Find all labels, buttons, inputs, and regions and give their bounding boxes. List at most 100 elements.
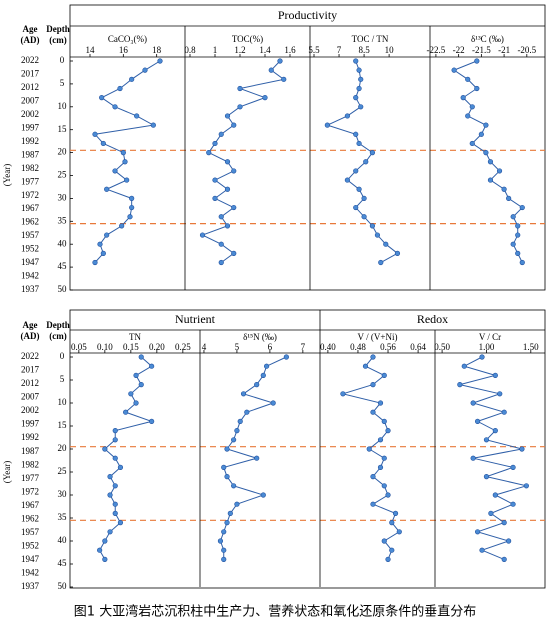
x-tick-label: 0.8 <box>184 45 196 55</box>
depth-tick-label: 50 <box>58 581 68 591</box>
data-point <box>377 464 384 471</box>
group-title: Productivity <box>278 8 337 22</box>
data-point <box>107 529 113 535</box>
depth-tick-label: 40 <box>58 238 68 248</box>
data-point <box>221 556 227 563</box>
data-point <box>104 232 110 238</box>
age-tick-label: 2007 <box>21 392 40 402</box>
data-point <box>224 519 230 526</box>
depth-tick-label: 20 <box>58 443 68 453</box>
data-point <box>212 195 218 201</box>
age-tick-label: 1992 <box>21 136 39 146</box>
data-point <box>254 455 260 461</box>
data-point <box>389 547 395 553</box>
data-point <box>224 446 230 452</box>
data-point <box>224 474 230 480</box>
age-tick-label: 1997 <box>21 419 40 429</box>
x-tick-label: 4 <box>202 342 207 352</box>
data-point <box>263 363 270 369</box>
data-point <box>344 177 350 183</box>
x-tick-label: 7 <box>337 45 342 55</box>
data-point <box>107 492 113 498</box>
data-point <box>501 556 507 563</box>
group-title: Nutrient <box>175 312 216 326</box>
data-point <box>127 214 133 220</box>
depth-tick-label: 35 <box>58 215 68 225</box>
data-point <box>506 195 512 201</box>
depth-tick-label: 25 <box>58 170 68 180</box>
x-tick-label: -20.5 <box>517 45 536 55</box>
data-point <box>199 232 206 238</box>
age-tick-label: 1937 <box>21 581 40 591</box>
depth-tick-label: 25 <box>58 466 68 476</box>
data-point <box>123 409 129 415</box>
data-point <box>353 131 359 137</box>
data-point <box>133 372 139 379</box>
age-tick-label: 1982 <box>21 163 39 173</box>
group-title: Redox <box>417 312 448 326</box>
data-point <box>506 538 512 544</box>
x-tick-label: 0.25 <box>175 342 191 352</box>
age-tick-label: 1987 <box>21 446 40 456</box>
age-tick-label: 1972 <box>21 486 39 496</box>
age-tick-label: 1967 <box>21 203 40 213</box>
data-point <box>483 437 490 443</box>
depth-tick-label: 15 <box>58 420 68 430</box>
x-tick-label: 1.2 <box>234 45 245 55</box>
x-tick-label: -21.5 <box>472 45 491 55</box>
x-tick-label: 0.20 <box>149 342 165 352</box>
data-point <box>231 437 237 443</box>
age-tick-label: 1977 <box>21 473 40 483</box>
data-point <box>112 168 118 174</box>
data-point <box>128 391 134 397</box>
data-point <box>231 250 237 256</box>
data-point <box>479 354 485 360</box>
depth-tick-label: 40 <box>58 535 68 545</box>
age-tick-label: 1952 <box>21 244 39 254</box>
age-tick-label: 2017 <box>21 69 40 79</box>
data-point <box>356 186 362 192</box>
age-unit: (AD) <box>21 35 40 45</box>
data-point <box>474 418 481 425</box>
x-tick-label: 0.10 <box>97 342 113 352</box>
data-point <box>451 67 457 73</box>
data-point <box>134 113 140 119</box>
data-point <box>120 150 126 156</box>
data-point <box>492 492 498 498</box>
data-point <box>212 140 218 147</box>
depth-tick-label: 45 <box>58 558 68 568</box>
data-point <box>389 519 395 526</box>
profile-line <box>341 356 401 560</box>
data-point <box>231 168 237 174</box>
data-point <box>218 131 224 137</box>
x-tick-label: 0.48 <box>350 342 366 352</box>
age-tick-label: 2012 <box>21 82 39 92</box>
data-point <box>469 140 475 147</box>
data-point <box>461 363 467 369</box>
data-point <box>217 538 224 544</box>
data-point <box>221 547 227 553</box>
data-point <box>515 232 521 238</box>
data-point <box>381 372 387 379</box>
age-tick-label: 1947 <box>21 257 40 267</box>
depth-tick-label: 5 <box>60 78 65 88</box>
age-tick-label: 1957 <box>21 230 40 240</box>
data-point <box>112 428 118 434</box>
x-tick-label: 1.6 <box>284 45 296 55</box>
data-point <box>221 464 227 471</box>
column-title: TOC / TN <box>352 34 389 44</box>
data-point <box>374 232 381 238</box>
data-point <box>102 446 108 452</box>
data-point <box>370 474 376 480</box>
data-point <box>268 67 274 73</box>
age-tick-label: 1957 <box>21 527 40 537</box>
data-point <box>353 58 359 64</box>
data-point <box>392 510 399 517</box>
data-point <box>474 85 480 92</box>
data-point <box>510 464 516 471</box>
data-point <box>133 400 139 406</box>
data-point <box>483 474 490 480</box>
x-tick-label: 16 <box>119 45 129 55</box>
data-point <box>218 241 224 247</box>
data-point <box>474 529 481 535</box>
